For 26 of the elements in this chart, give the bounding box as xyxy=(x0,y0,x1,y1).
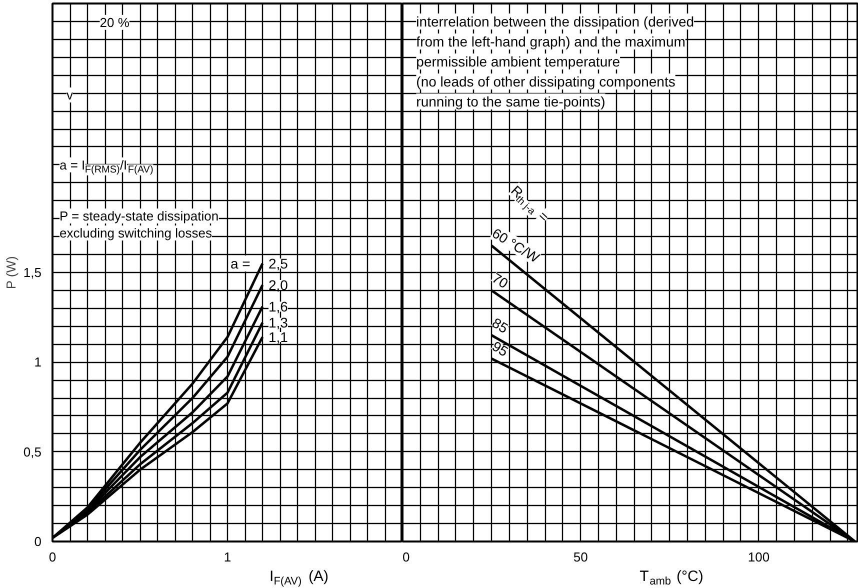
text: 70 xyxy=(489,270,512,292)
series-label: 1,6 xyxy=(268,298,288,315)
x-tick-label: 0 xyxy=(402,550,410,564)
y-tick-label: 0,5 xyxy=(23,444,42,460)
annotation: (no leads of other dissipating components running to the same tie-points) xyxy=(416,74,676,110)
annotation: 20 % xyxy=(100,14,130,30)
annotation: interrelation between the dissipation (derived from the left-hand graph) and the maximum permissible ambient temperature xyxy=(416,14,694,70)
text: 85 xyxy=(489,314,512,336)
annotation: Rth j-a = xyxy=(508,182,552,225)
y-tick-label: 1,5 xyxy=(23,265,42,280)
series-label: 2,0 xyxy=(268,277,288,294)
x-tick-label: 1 xyxy=(224,550,232,564)
series-label: 2,5 xyxy=(268,256,288,272)
x-tick-label: 0 xyxy=(48,550,56,564)
y-tick-label: 1 xyxy=(34,354,42,370)
y-tick-label: 0 xyxy=(34,534,42,549)
y-axis-title: P (W) xyxy=(3,256,18,290)
text: 60 °C/W xyxy=(489,224,543,266)
annotation: P = steady-state dissipation excluding switching losses xyxy=(60,208,219,241)
annotation: a = xyxy=(230,256,250,272)
x-tick-label: 100 xyxy=(748,550,770,564)
series-label: 1,1 xyxy=(268,329,288,346)
text: 95 xyxy=(489,338,512,360)
series-label: 1,3 xyxy=(268,314,288,331)
annotation: v xyxy=(66,87,74,102)
x-tick-label: 50 xyxy=(573,550,588,564)
